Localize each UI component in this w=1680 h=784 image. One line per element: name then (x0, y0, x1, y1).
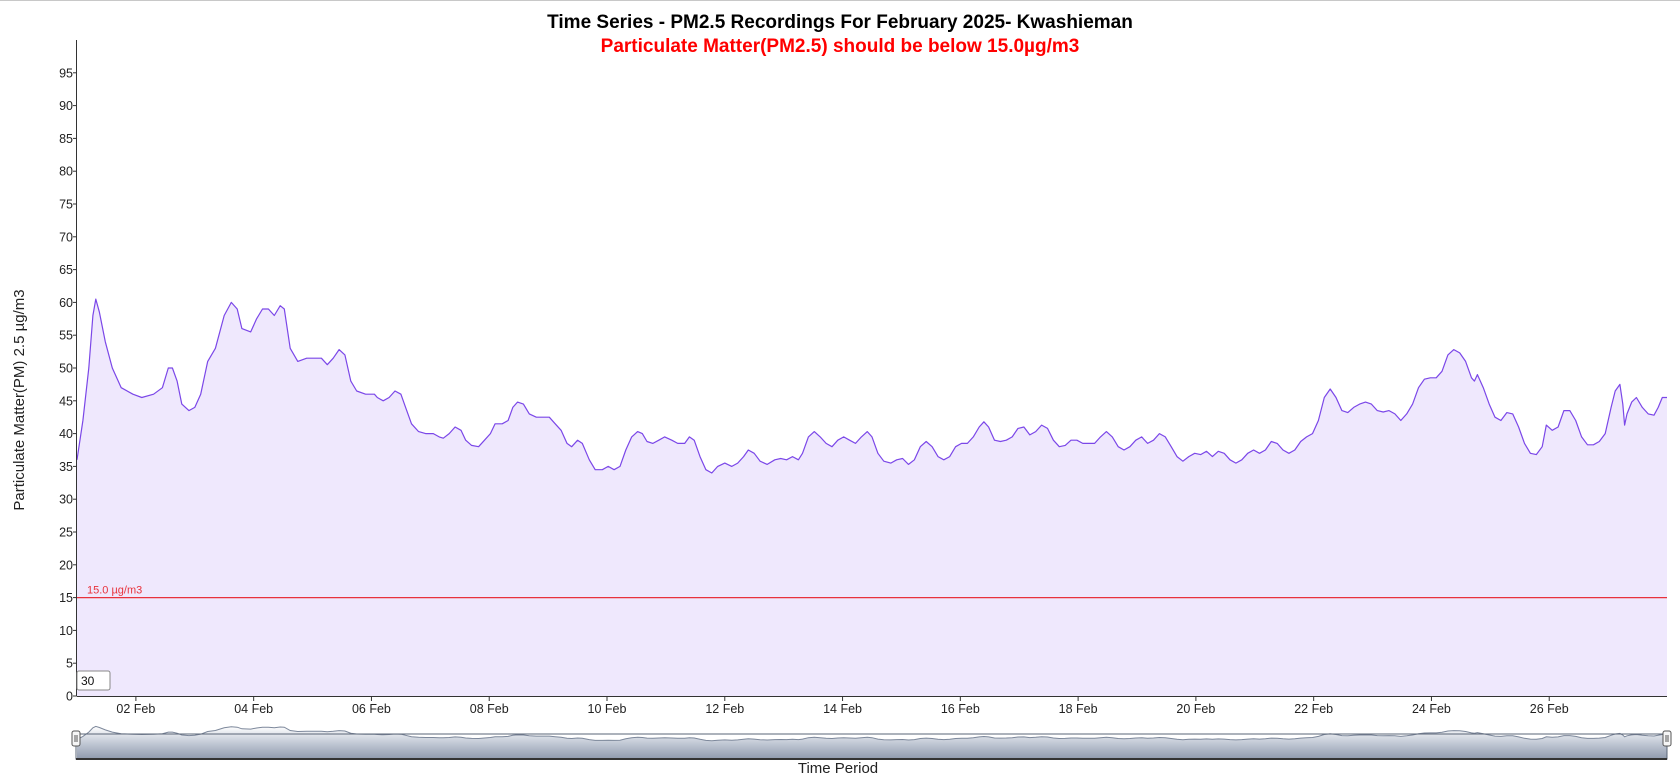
x-tick-label: 22 Feb (1294, 702, 1333, 716)
x-tick-label: 12 Feb (705, 702, 744, 716)
rolling-period-box[interactable]: 30 (76, 670, 111, 691)
y-tick-label: 30 (59, 493, 73, 507)
x-tick-label: 18 Feb (1059, 702, 1098, 716)
y-tick-label: 50 (59, 362, 73, 376)
navigator-right-handle[interactable] (1662, 730, 1672, 747)
y-tick-label: 80 (59, 165, 73, 179)
y-tick-label: 65 (59, 263, 73, 277)
x-axis-ticks: 02 Feb 04 Feb 06 Feb 08 Feb 10 Feb 12 Feb 14 F… (116, 696, 1569, 716)
chart-title: Time Series - PM2.5 Recordings For Febru… (547, 12, 1133, 33)
x-tick-label: 04 Feb (234, 702, 273, 716)
y-tick-label: 10 (59, 624, 73, 638)
x-tick-label: 06 Feb (352, 702, 391, 716)
x-tick-label: 26 Feb (1530, 702, 1569, 716)
x-tick-label: 08 Feb (470, 702, 509, 716)
y-tick-label: 0 (66, 690, 73, 704)
threshold-layer: 15.0 µg/m3 (77, 585, 1667, 599)
y-axis-ticks: 0 5 10 15 20 25 30 35 40 45 50 55 60 65 70 75 80 85 90 95 (59, 66, 77, 704)
x-axis-label: Time Period (798, 760, 878, 777)
rolling-period-value: 30 (81, 674, 95, 688)
range-navigator[interactable] (71, 725, 1672, 760)
y-tick-label: 45 (59, 394, 73, 408)
x-tick-label: 14 Feb (823, 702, 862, 716)
y-tick-label: 55 (59, 329, 73, 343)
y-tick-label: 70 (59, 230, 73, 244)
y-tick-label: 85 (59, 132, 73, 146)
top-border (0, 0, 1680, 1)
series-area (76, 298, 1667, 696)
y-tick-label: 5 (66, 657, 73, 671)
chart-subtitle: Particulate Matter(PM2.5) should be belo… (601, 36, 1080, 57)
x-tick-label: 10 Feb (588, 702, 627, 716)
rolling-period-input[interactable] (76, 670, 111, 691)
y-tick-label: 95 (59, 66, 73, 80)
y-tick-label: 25 (59, 526, 73, 540)
series-line (76, 298, 1667, 474)
y-tick-label: 60 (59, 296, 73, 310)
series-area-fill (77, 299, 1667, 696)
navigator-area (77, 726, 1667, 759)
threshold-label: 15.0 µg/m3 (87, 585, 142, 597)
navigator-preview (76, 725, 1667, 759)
y-tick-label: 90 (59, 99, 73, 113)
y-tick-label: 75 (59, 198, 73, 212)
y-tick-label: 40 (59, 427, 73, 441)
navigator-left-handle[interactable] (71, 730, 81, 747)
y-axis-label: Particulate Matter(PM) 2.5 µg/m3 (11, 289, 28, 510)
y-tick-label: 15 (59, 591, 73, 605)
y-tick-label: 35 (59, 460, 73, 474)
y-tick-label: 20 (59, 558, 73, 572)
x-tick-label: 24 Feb (1412, 702, 1451, 716)
x-tick-label: 02 Feb (116, 702, 155, 716)
x-tick-label: 16 Feb (941, 702, 980, 716)
x-tick-label: 20 Feb (1176, 702, 1215, 716)
